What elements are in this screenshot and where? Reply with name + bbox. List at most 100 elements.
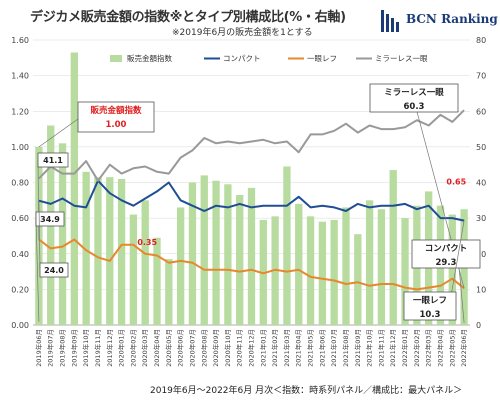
compact-line	[38, 179, 465, 222]
bar	[82, 171, 90, 325]
x-tick-label: 2020年05月	[164, 329, 173, 367]
legend-label: 販売金額指数	[127, 53, 172, 63]
left-tick-label: 0.20	[11, 285, 29, 294]
bcn-logo-icon	[381, 10, 399, 32]
bar	[283, 166, 291, 325]
x-tick-label: 2022年01月	[400, 329, 409, 367]
x-tick-label: 2021年01月	[258, 329, 267, 367]
bar	[306, 216, 315, 325]
x-tick-label: 2021年05月	[306, 329, 315, 367]
start-compact-box	[35, 211, 65, 227]
legend: 販売金額指数 コンパクト 一眼レフ ミラーレス一眼	[110, 53, 428, 63]
bar	[224, 184, 232, 325]
x-tick-label: 2021年08月	[341, 329, 350, 367]
x-tick-label: 2020年11月	[235, 329, 244, 367]
bar	[389, 170, 397, 325]
x-tick-label: 2020年08月	[199, 329, 208, 367]
right-tick-label: 40	[476, 179, 486, 188]
right-tick-label: 80	[476, 36, 486, 45]
leader-line	[449, 220, 465, 303]
right-tick-label: 10	[476, 285, 486, 294]
x-tick-label: 2020年06月	[176, 329, 185, 367]
left-tick-label: 0.40	[11, 250, 29, 259]
annotations: 販売金額指数 1.00 41.1 34.9 24.0 0.35 0.65 ミラーレス一眼 60.…	[35, 83, 481, 323]
x-tick-label: 2019年10月	[81, 329, 90, 367]
left-tick-label: 0.80	[11, 179, 29, 188]
left-tick-label: 1.00	[11, 143, 29, 152]
right-tick-label: 0	[476, 321, 481, 330]
end-mirrorless-box	[369, 83, 459, 113]
x-tick-label: 2021年02月	[270, 329, 279, 367]
x-tick-label: 2021年10月	[365, 329, 374, 367]
end-compact-box	[411, 239, 481, 269]
left-axis: 0.00 0.20 0.40 0.60 0.80 1.00 1.20 1.40 1.60	[11, 36, 29, 330]
x-tick-label: 2019年07月	[46, 329, 55, 367]
bar	[377, 209, 386, 325]
right-tick-label: 20	[476, 250, 486, 259]
x-tick-label: 2019年06月	[34, 329, 43, 367]
line-series	[38, 109, 465, 291]
bar	[129, 214, 138, 325]
x-tick-label: 2019年12月	[105, 329, 114, 367]
end-index-value: 0.65	[446, 177, 466, 186]
x-tick-label: 2022年05月	[447, 329, 456, 367]
index-callout-value: 1.00	[106, 120, 127, 130]
legend-label: ミラーレス一眼	[375, 54, 428, 63]
bar	[212, 180, 220, 325]
bar	[70, 52, 78, 325]
mid-dslr-value: 0.35	[137, 238, 157, 247]
x-tick-label: 2022年06月	[459, 329, 468, 367]
bar	[247, 187, 256, 325]
chart-title: デジカメ販売金額の指数※とタイプ別構成比(%・右軸)	[30, 10, 346, 25]
bar	[200, 175, 208, 325]
legend-label: コンパクト	[223, 54, 261, 63]
start-mirrorless-box	[37, 152, 69, 168]
index-callout-label: 販売金額指数	[90, 105, 142, 116]
bar	[106, 177, 114, 325]
index-callout-box	[77, 101, 155, 133]
x-tick-label: 2019年08月	[58, 329, 67, 367]
x-tick-label: 2019年09月	[69, 329, 78, 367]
x-tick-label: 2020年01月	[117, 329, 126, 367]
bar	[318, 221, 327, 325]
end-dslr-label: 一眼レフ	[413, 296, 447, 306]
leader-line	[38, 118, 79, 148]
x-tick-label: 2020年04月	[152, 329, 161, 367]
right-tick-label: 70	[476, 72, 486, 81]
bar	[401, 218, 409, 325]
legend-swatch	[110, 55, 122, 62]
end-dslr-box	[403, 291, 457, 321]
x-tick-label: 2020年07月	[187, 329, 196, 367]
right-axis: 0 10 20 30 40 50 60 70 80	[476, 36, 486, 330]
x-tick-label: 2021年09月	[353, 329, 362, 367]
left-tick-label: 1.40	[11, 72, 29, 81]
right-tick-label: 50	[476, 143, 486, 152]
bar	[365, 200, 374, 325]
chart-note: ※2019年6月の販売金額を1とする	[172, 28, 313, 38]
start-dslr-value: 24.0	[44, 266, 64, 275]
bar	[448, 214, 456, 325]
bar	[58, 143, 67, 325]
chart-footer: 2019年6月～2022年6月 月次＜指数：時系列パネル／構成比：最大パネル＞	[150, 386, 463, 396]
x-tick-label: 2022年03月	[424, 329, 433, 367]
left-tick-label: 0.60	[11, 214, 29, 223]
bcn-logo-text: BCN Ranking	[406, 12, 498, 26]
x-tick-label: 2019年11月	[93, 329, 102, 367]
dslr-line	[38, 238, 465, 291]
x-tick-label: 2021年06月	[317, 329, 326, 367]
x-tick-label: 2021年03月	[282, 329, 291, 367]
end-dslr-value: 10.3	[420, 310, 441, 320]
leader-line	[35, 218, 40, 322]
x-tick-label: 2022年04月	[435, 329, 444, 367]
bcn-logo: BCN Ranking	[380, 6, 498, 36]
bar	[342, 207, 350, 325]
legend-label: 一眼レフ	[307, 54, 337, 63]
x-tick-label: 2020年03月	[140, 329, 149, 367]
end-mirrorless-value: 60.3	[404, 102, 425, 112]
bar	[117, 178, 126, 325]
bar	[153, 237, 161, 325]
bar	[165, 259, 173, 325]
end-mirrorless-label: ミラーレス一眼	[384, 88, 444, 98]
x-tick-label: 2020年12月	[247, 329, 256, 367]
